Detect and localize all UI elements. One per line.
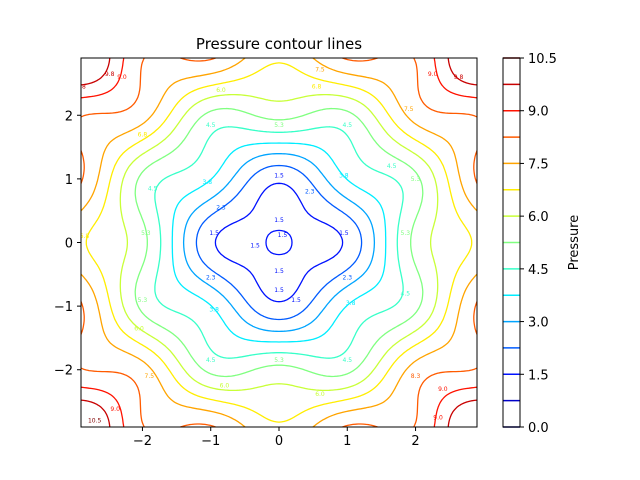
x-tick-label: 0	[275, 434, 283, 449]
contour-inline-label: 9.0	[428, 71, 438, 78]
contour-inline-label: 5.3	[141, 230, 151, 237]
contour-inline-label: 6.0	[315, 391, 325, 398]
contour-line-1.5	[214, 182, 344, 303]
colorbar-label: Pressure	[567, 215, 582, 271]
contour-line-2.25	[195, 164, 363, 321]
contour-inline-label: 9.0	[110, 406, 120, 413]
colorbar-tick-label: 6.0	[528, 210, 549, 225]
contour-inline-label: 5.3	[138, 297, 148, 304]
y-tick-label: 2	[65, 109, 73, 124]
contour-inline-label: 3.8	[339, 173, 349, 180]
contour-inline-label: 2.3	[343, 274, 353, 281]
colorbar-tick-label: 10.5	[528, 52, 557, 67]
contour-inline-label: 9.0	[433, 414, 443, 421]
colorbar-tick-label: 7.5	[528, 157, 549, 172]
contour-inline-label: 2.3	[206, 274, 216, 281]
contour-inline-label: 4.5	[206, 122, 216, 129]
contour-line-9.75	[81, 58, 477, 427]
contour-labels: 1.5 1.5 1.5 1.5 1.5 1.5 2.3 2.3 1.5 1.5 3.8 3.8 3.8 3…	[76, 66, 464, 425]
contour-inline-label: 9.0	[438, 386, 448, 393]
contour-inline-label: 4.5	[343, 122, 353, 129]
contour-inline-label: 9.0	[117, 74, 127, 81]
contour-inline-label: 4.5	[148, 185, 158, 192]
contour-inline-label: 6.0	[134, 325, 144, 332]
x-tick-label: −1	[201, 434, 220, 449]
contour-line-8.25	[81, 58, 477, 427]
contour-inline-label: 3.8	[346, 300, 356, 307]
contour-plot-area: 1.5 1.5 1.5 1.5 1.5 1.5 2.3 2.3 1.5 1.5 3.8 3.8 3.8 3…	[76, 57, 478, 428]
contour-inline-label: 10.5	[88, 418, 102, 425]
contour-line-3.75	[171, 142, 387, 343]
contour-inline-label: 3.8	[203, 179, 213, 186]
colorbar-tick-label: 0.0	[528, 421, 549, 436]
contour-inline-label: 1.5	[291, 297, 301, 304]
contour-inline-label: 1.5	[274, 287, 284, 294]
contour-inline-label: 6.0	[216, 87, 226, 94]
x-tick-label: 2	[411, 434, 419, 449]
axes-frame	[80, 57, 478, 428]
contour-inline-label: 3.8	[209, 306, 219, 313]
contour-inline-label: 9.8	[76, 84, 86, 91]
x-tick-label: −2	[133, 434, 152, 449]
contour-inline-label: 1.5	[274, 217, 284, 224]
contour-inline-label: 8.3	[411, 373, 421, 380]
contour-inline-label: 1.5	[209, 230, 219, 237]
contour-inline-label: 1.5	[274, 173, 284, 180]
contour-inline-label: 6.8	[138, 131, 148, 138]
contour-line-7.5	[81, 58, 477, 427]
y-tick-label: −2	[54, 364, 73, 379]
contour-inline-label: 5.3	[274, 357, 284, 364]
contour-inline-label: 4.5	[343, 357, 353, 364]
contour-inline-label: 7.5	[315, 66, 325, 73]
contour-inline-label: 7.5	[145, 373, 155, 380]
contour-inline-label: 4.5	[206, 357, 216, 364]
contour-inline-label: 6.0	[220, 383, 230, 390]
y-tick-label: 1	[65, 173, 73, 188]
colorbar-tick-label: 3.0	[528, 316, 549, 331]
contour-line-6	[119, 93, 439, 392]
contour-inline-label: 5.3	[411, 176, 421, 183]
contour-inline-label: 2.3	[216, 205, 226, 212]
contour-inline-label: 7.5	[404, 106, 414, 113]
contour-inline-label: 4.5	[387, 163, 397, 170]
contour-inline-label: 5.3	[401, 230, 411, 237]
y-tick-label: −1	[54, 300, 73, 315]
contour-line-5.25	[134, 107, 424, 378]
contour-inline-label: 6.8	[80, 233, 90, 240]
contour-inline-label: 4.5	[401, 290, 411, 297]
colorbar: 0.0 1.5 3.0 4.5 6.0 7.5 9.0 10.5	[502, 52, 557, 436]
colorbar-tick-label: 9.0	[528, 105, 549, 120]
contour-line-4.5	[154, 126, 404, 359]
x-tick-label: 1	[343, 434, 351, 449]
colorbar-frame	[502, 57, 521, 428]
colorbar-tick-label: 4.5	[528, 263, 549, 278]
y-tick-label: 0	[65, 237, 73, 252]
contour-inline-label: 1.5	[278, 232, 288, 239]
contour-inline-label: 1.5	[274, 268, 284, 275]
contour-inline-label: 6.8	[312, 84, 322, 91]
contour-line-9	[81, 58, 477, 427]
contour-inline-label: 2.3	[305, 189, 315, 196]
chart-title: Pressure contour lines	[196, 35, 362, 53]
colorbar-tick-label: 1.5	[528, 368, 549, 383]
contour-inline-label: 9.8	[454, 74, 464, 81]
contour-inline-label: 1.5	[250, 243, 260, 250]
contour-inline-label: 9.8	[105, 71, 115, 78]
contour-line-6.75	[85, 62, 473, 423]
contour-line-3	[182, 152, 376, 333]
contour-inline-label: 5.3	[274, 122, 284, 129]
contour-inline-label: 1.5	[339, 230, 349, 237]
axis-ticks: −2 −1 0 1 2 −2 −1 0 1 2	[54, 109, 420, 449]
